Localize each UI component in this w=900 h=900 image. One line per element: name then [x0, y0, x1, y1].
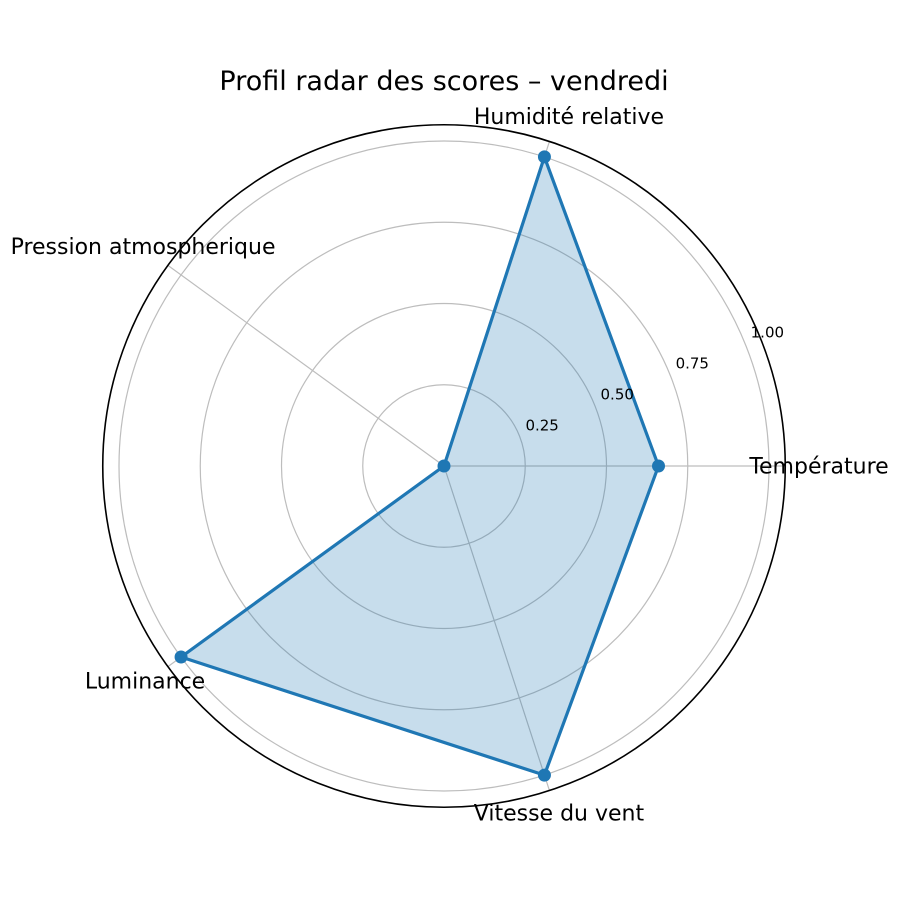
- spoke-vitesse-du-vent: [443, 465, 551, 791]
- radar-outline: [179, 155, 661, 777]
- axis-label-luminance: Luminance: [85, 669, 205, 694]
- radar-series-layer: [174, 150, 665, 782]
- polar-grid-layer: [101, 123, 787, 809]
- data-point-pression-atmospherique: [437, 459, 451, 473]
- r-tick-label-0.25: 0.25: [525, 417, 558, 435]
- axis-label-humidite-relative: Humidité relative: [474, 105, 664, 130]
- radar-area: [181, 156, 659, 776]
- axis-label-pression-atmospherique: Pression atmospherique: [11, 235, 276, 260]
- axis-label-temperature: Température: [748, 455, 888, 480]
- r-tick-label-0.75: 0.75: [676, 354, 709, 372]
- spoke-pression-atmospherique: [167, 264, 445, 467]
- chart-title: Profil radar des scores – vendredi: [219, 66, 668, 97]
- radial-tick-label-layer: 0.25 0.50 0.75 1.00: [525, 323, 784, 434]
- category-label-layer: Température Humidité relative Pression atm…: [11, 105, 889, 827]
- data-point-vitesse-du-vent: [537, 768, 551, 782]
- axis-label-vitesse-du-vent: Vitesse du vent: [474, 801, 645, 826]
- data-point-humidite-relative: [537, 150, 551, 164]
- data-point-luminance: [174, 650, 188, 664]
- data-point-temperature: [652, 459, 665, 473]
- r-tick-label-0.50: 0.50: [601, 385, 634, 403]
- r-tick-label-1.00: 1.00: [751, 323, 784, 341]
- outer-ring: [101, 123, 787, 809]
